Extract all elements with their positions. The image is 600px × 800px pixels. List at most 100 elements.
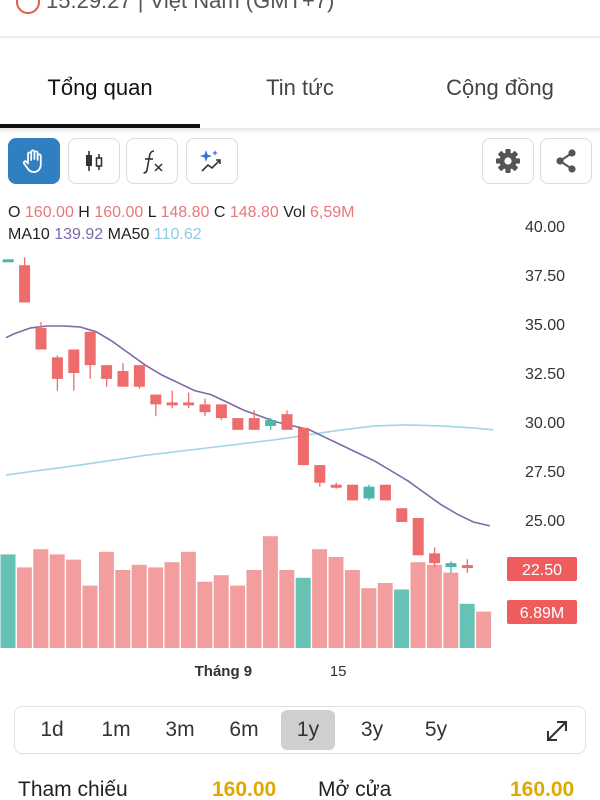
divider: [0, 36, 600, 38]
candle: [150, 394, 162, 417]
settings-button[interactable]: [482, 138, 534, 184]
candle: [379, 484, 391, 501]
ai-analysis-button[interactable]: [186, 138, 238, 184]
candle: [232, 418, 244, 430]
candle: [166, 390, 178, 409]
y-tick-label: 32.50: [525, 366, 565, 383]
ma50-line: [5, 424, 494, 476]
candle: [265, 418, 277, 430]
candle-body: [84, 331, 96, 366]
candle: [35, 322, 47, 350]
volume-value: 6,59M: [309, 204, 355, 221]
candle: [84, 331, 96, 379]
volume-bar: [131, 564, 147, 648]
candle-body: [363, 486, 375, 499]
time-range-selector: 1d 1m 3m 6m 1y 3y 5y: [14, 706, 586, 754]
volume-bar: [295, 577, 311, 648]
candle-body: [199, 404, 211, 413]
ma-line: MA10 139.92 MA50 110.62: [8, 224, 354, 246]
candle: [248, 410, 260, 430]
candlestick-chart[interactable]: 40.00 37.50 35.00 32.50 30.00 27.50 25.00 Thán…: [0, 200, 600, 690]
x-tick-label: 15: [330, 663, 347, 680]
pan-tool-button[interactable]: [8, 138, 60, 184]
candle: [215, 404, 227, 421]
candle: [429, 547, 441, 568]
range-5y-button[interactable]: 5y: [424, 718, 448, 741]
volume-bar: [262, 536, 278, 648]
tab-community[interactable]: Cộng đồng: [446, 75, 554, 100]
candle-body: [19, 265, 31, 303]
candle-body: [232, 418, 244, 430]
candle: [183, 392, 195, 409]
share-button[interactable]: [540, 138, 592, 184]
range-6m-button[interactable]: 6m: [229, 718, 259, 741]
candle-body: [265, 420, 277, 426]
candle: [330, 482, 342, 489]
ohlc-line: O 160.00 H 160.00 L 148.80 C 148.80 Vol …: [8, 202, 354, 224]
range-3m-button[interactable]: 3m: [165, 718, 195, 741]
stats-row: Tham chiếu 160.00 Mở cửa 160.00: [0, 778, 600, 800]
volume-bar: [328, 557, 344, 648]
candle: [347, 484, 359, 501]
indicators-button[interactable]: [126, 138, 178, 184]
ohlc-legend: O 160.00 H 160.00 L 148.80 C 148.80 Vol …: [8, 202, 354, 246]
candle: [51, 355, 63, 391]
gear-icon: [496, 149, 520, 173]
candle-body: [445, 563, 457, 568]
candle: [2, 259, 14, 263]
candle-body: [248, 418, 260, 430]
volume-bar: [459, 603, 475, 648]
candle-body: [183, 402, 195, 406]
candle: [101, 365, 113, 387]
x-axis: Tháng 9 15: [195, 663, 347, 680]
close-value: 148.80: [229, 204, 279, 221]
volume-bar: [197, 581, 213, 648]
y-axis: 40.00 37.50 35.00 32.50 30.00 27.50 25.00: [525, 219, 565, 530]
y-tick-label: 25.00: [525, 513, 565, 530]
range-1d-button[interactable]: 1d: [40, 718, 64, 741]
open-price-label: Mở cửa: [318, 778, 392, 800]
volume-bar: [230, 585, 246, 648]
volume-bar: [246, 570, 262, 648]
range-3y-button[interactable]: 3y: [360, 718, 384, 741]
volume-bar: [279, 570, 295, 648]
tab-news[interactable]: Tin tức: [266, 75, 334, 100]
low-label: L: [147, 204, 157, 221]
range-1m-button[interactable]: 1m: [101, 718, 131, 741]
y-tick-label: 40.00: [525, 219, 565, 236]
candlestick-icon: [86, 151, 103, 171]
volume-bar: [344, 570, 360, 648]
candle-body: [51, 357, 63, 379]
tab-bar-shadow: [0, 128, 600, 134]
sparkle-chart-icon: [200, 150, 221, 172]
candle-body: [461, 565, 473, 569]
y-tick-label: 30.00: [525, 415, 565, 432]
volume-bar: [0, 554, 16, 648]
candle-body: [429, 553, 441, 564]
clock-icon: [16, 0, 40, 14]
fullscreen-button[interactable]: [541, 715, 573, 747]
reference-price-value: 160.00: [212, 778, 277, 800]
volume-bar: [180, 551, 196, 648]
candle-body: [297, 427, 309, 466]
volume-bars: [0, 536, 492, 648]
candle-body: [101, 365, 113, 379]
volume-bar: [312, 549, 328, 648]
chart-type-button[interactable]: [68, 138, 120, 184]
tab-overview[interactable]: Tổng quan: [0, 48, 200, 128]
ma50-value: 110.62: [153, 226, 202, 243]
volume-bar: [476, 611, 492, 648]
range-1y-button[interactable]: 1y: [281, 710, 335, 750]
close-label: C: [213, 204, 226, 221]
last-price-tag: 22.50: [507, 557, 577, 581]
status-text: 15:29:27 | Việt Nam (GMT+7): [46, 0, 335, 13]
volume-bar: [49, 554, 65, 648]
candle: [68, 349, 80, 391]
status-bar: 15:29:27 | Việt Nam (GMT+7): [0, 0, 600, 24]
volume-bar: [213, 575, 229, 648]
volume-bar: [98, 551, 114, 648]
candle: [314, 465, 326, 487]
high-label: H: [78, 204, 90, 221]
open-price-value: 160.00: [510, 778, 575, 800]
last-price-label: 22.50: [522, 562, 562, 579]
